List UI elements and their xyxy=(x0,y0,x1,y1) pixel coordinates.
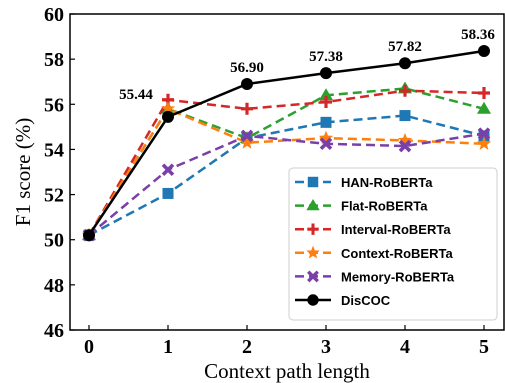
legend-item-interval-roberta: Interval-RoBERTa xyxy=(295,222,451,237)
legend-marker xyxy=(307,294,319,306)
data-point xyxy=(162,110,174,123)
legend-marker xyxy=(307,176,319,188)
data-point xyxy=(476,136,492,150)
y-tick-label: 48 xyxy=(44,275,64,297)
legend-marker xyxy=(307,270,319,283)
legend-box xyxy=(288,167,498,321)
legend-item-flat-roberta: Flat-RoBERTa xyxy=(295,199,428,214)
legend-item-discoc: DisCOC xyxy=(295,293,391,308)
x-tick-label: 0 xyxy=(84,336,94,358)
x-tick-label: 5 xyxy=(479,336,489,358)
y-axis-label: F1 score (%) xyxy=(11,118,35,226)
legend-marker xyxy=(306,245,320,259)
legend-label: Context-RoBERTa xyxy=(341,246,453,261)
x-axis-label: Context path length xyxy=(204,359,370,383)
y-tick-label: 56 xyxy=(44,94,64,116)
legend-item-context-roberta: Context-RoBERTa xyxy=(295,245,453,261)
x-tick-label: 4 xyxy=(400,336,410,358)
y-tick-label: 52 xyxy=(44,185,64,207)
series-discoc xyxy=(83,45,490,242)
y-tick-label: 50 xyxy=(44,230,64,252)
series-line xyxy=(87,49,485,236)
y-axis: 46 48 50 52 54 56 58 60 xyxy=(44,4,75,342)
data-point xyxy=(399,110,411,122)
data-point xyxy=(161,163,175,177)
data-point xyxy=(397,132,413,147)
series-line xyxy=(88,132,485,237)
legend-marker xyxy=(307,223,319,235)
data-point xyxy=(318,130,334,145)
data-point xyxy=(319,88,333,101)
x-axis: 0 1 2 3 4 5 xyxy=(84,325,489,358)
data-point xyxy=(399,84,411,97)
plot-frame xyxy=(69,13,505,331)
legend-label: DisCOC xyxy=(341,293,391,308)
data-label: 57.82 xyxy=(388,39,422,55)
data-point xyxy=(320,116,332,128)
y-tick-label: 60 xyxy=(44,4,64,26)
x-tick-label: 2 xyxy=(242,336,252,358)
legend-item-memory-roberta: Memory-RoBERTa xyxy=(295,269,455,284)
data-point xyxy=(478,45,490,58)
series-line xyxy=(87,89,485,236)
legend: HAN-RoBERTa Flat-RoBERTa Interval-RoBERTa C… xyxy=(288,167,498,321)
y-tick-label: 58 xyxy=(44,49,64,71)
data-label: 55.44 xyxy=(119,87,153,103)
data-labels: 55.44 56.90 57.38 57.82 58.36 xyxy=(119,27,495,103)
y-tick-label: 46 xyxy=(44,320,64,342)
series-layer xyxy=(81,45,492,242)
data-point xyxy=(477,101,491,114)
legend-marker xyxy=(306,198,320,211)
data-point xyxy=(162,187,174,199)
data-point xyxy=(160,101,176,115)
data-label: 58.36 xyxy=(461,27,495,43)
data-point xyxy=(477,127,491,140)
data-point xyxy=(399,57,411,70)
y-tick-label: 54 xyxy=(44,139,64,161)
x-tick-label: 3 xyxy=(321,336,331,358)
data-point xyxy=(241,102,253,115)
data-label: 56.90 xyxy=(230,60,264,76)
data-point xyxy=(320,96,332,109)
legend-label: Flat-RoBERTa xyxy=(341,199,428,214)
series-line xyxy=(88,114,485,237)
legend-item-han-roberta: HAN-RoBERTa xyxy=(295,175,433,190)
x-tick-label: 1 xyxy=(163,336,173,358)
plot-border xyxy=(69,13,505,331)
data-point xyxy=(83,229,95,242)
data-point xyxy=(320,67,332,80)
data-point xyxy=(241,77,253,90)
data-point xyxy=(239,135,255,149)
data-label: 57.38 xyxy=(309,49,343,65)
data-point xyxy=(319,137,333,151)
data-point xyxy=(240,129,254,143)
data-point xyxy=(478,87,490,99)
data-point xyxy=(398,139,412,153)
legend-label: HAN-RoBERTa xyxy=(341,175,433,190)
legend-label: Interval-RoBERTa xyxy=(341,222,451,237)
legend-label: Memory-RoBERTa xyxy=(341,269,455,284)
